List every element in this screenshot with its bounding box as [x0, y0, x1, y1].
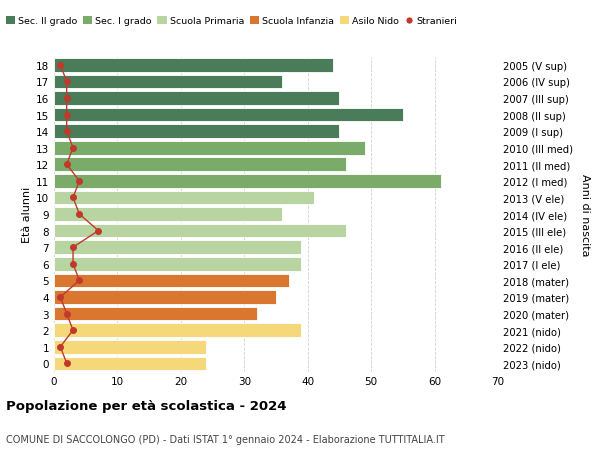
Bar	[54, 307, 257, 321]
Bar	[54, 125, 340, 139]
Bar	[54, 324, 301, 337]
Bar	[54, 340, 206, 354]
Bar	[54, 92, 340, 106]
Bar	[54, 208, 283, 221]
Text: Popolazione per età scolastica - 2024: Popolazione per età scolastica - 2024	[6, 399, 287, 412]
Y-axis label: Età alunni: Età alunni	[22, 186, 32, 243]
Legend: Sec. II grado, Sec. I grado, Scuola Primaria, Scuola Infanzia, Asilo Nido, Stran: Sec. II grado, Sec. I grado, Scuola Prim…	[2, 13, 461, 30]
Bar	[54, 59, 333, 73]
Bar	[54, 224, 346, 238]
Bar	[54, 191, 314, 205]
Bar	[54, 241, 301, 254]
Y-axis label: Anni di nascita: Anni di nascita	[580, 174, 590, 256]
Bar	[54, 158, 346, 172]
Bar	[54, 357, 206, 370]
Bar	[54, 142, 365, 155]
Text: COMUNE DI SACCOLONGO (PD) - Dati ISTAT 1° gennaio 2024 - Elaborazione TUTTITALIA: COMUNE DI SACCOLONGO (PD) - Dati ISTAT 1…	[6, 434, 445, 444]
Bar	[54, 291, 276, 304]
Bar	[54, 257, 301, 271]
Bar	[54, 75, 283, 89]
Bar	[54, 175, 441, 188]
Bar	[54, 108, 403, 122]
Bar	[54, 274, 289, 287]
